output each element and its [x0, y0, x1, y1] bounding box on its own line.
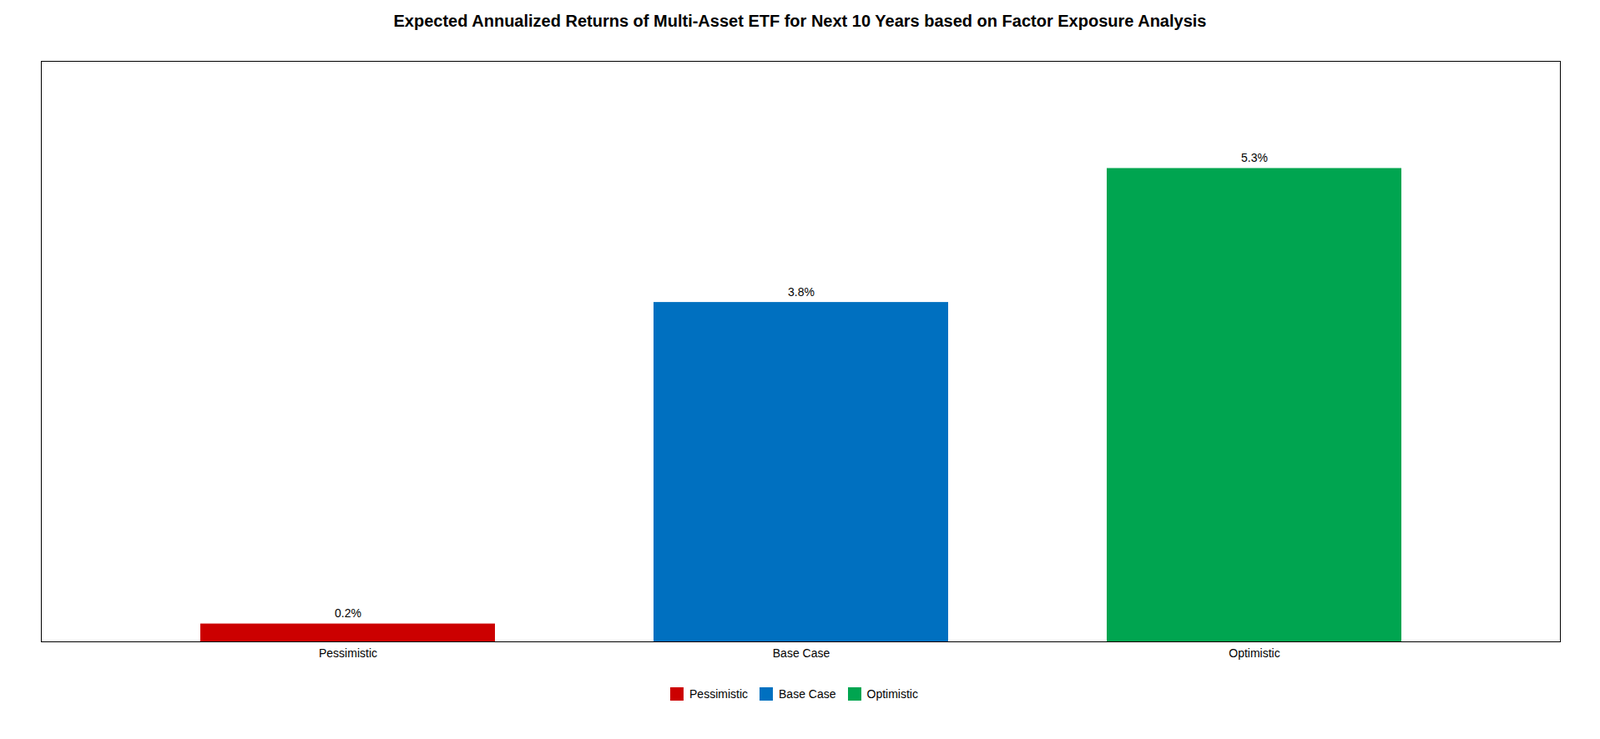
html-text:Optimistic: Optimistic	[866, 687, 919, 701]
html-text:Base Case: Base Case	[778, 687, 836, 701]
svg-text:5.3%: 5.3%	[1241, 151, 1268, 165]
svg-text:Optimistic: Optimistic	[1228, 646, 1280, 661]
html-text:Expected Annualized Returns of: Expected Annualized Returns of Multi-Ass…	[393, 11, 1207, 31]
svg-text:Base Case: Base Case	[772, 646, 830, 661]
svg-text:Pessimistic: Pessimistic	[317, 646, 377, 661]
svg-text:0.2%: 0.2%	[334, 606, 362, 621]
svg-text:3.8%: 3.8%	[787, 285, 815, 299]
html-text:Pessimistic: Pessimistic	[689, 687, 748, 701]
